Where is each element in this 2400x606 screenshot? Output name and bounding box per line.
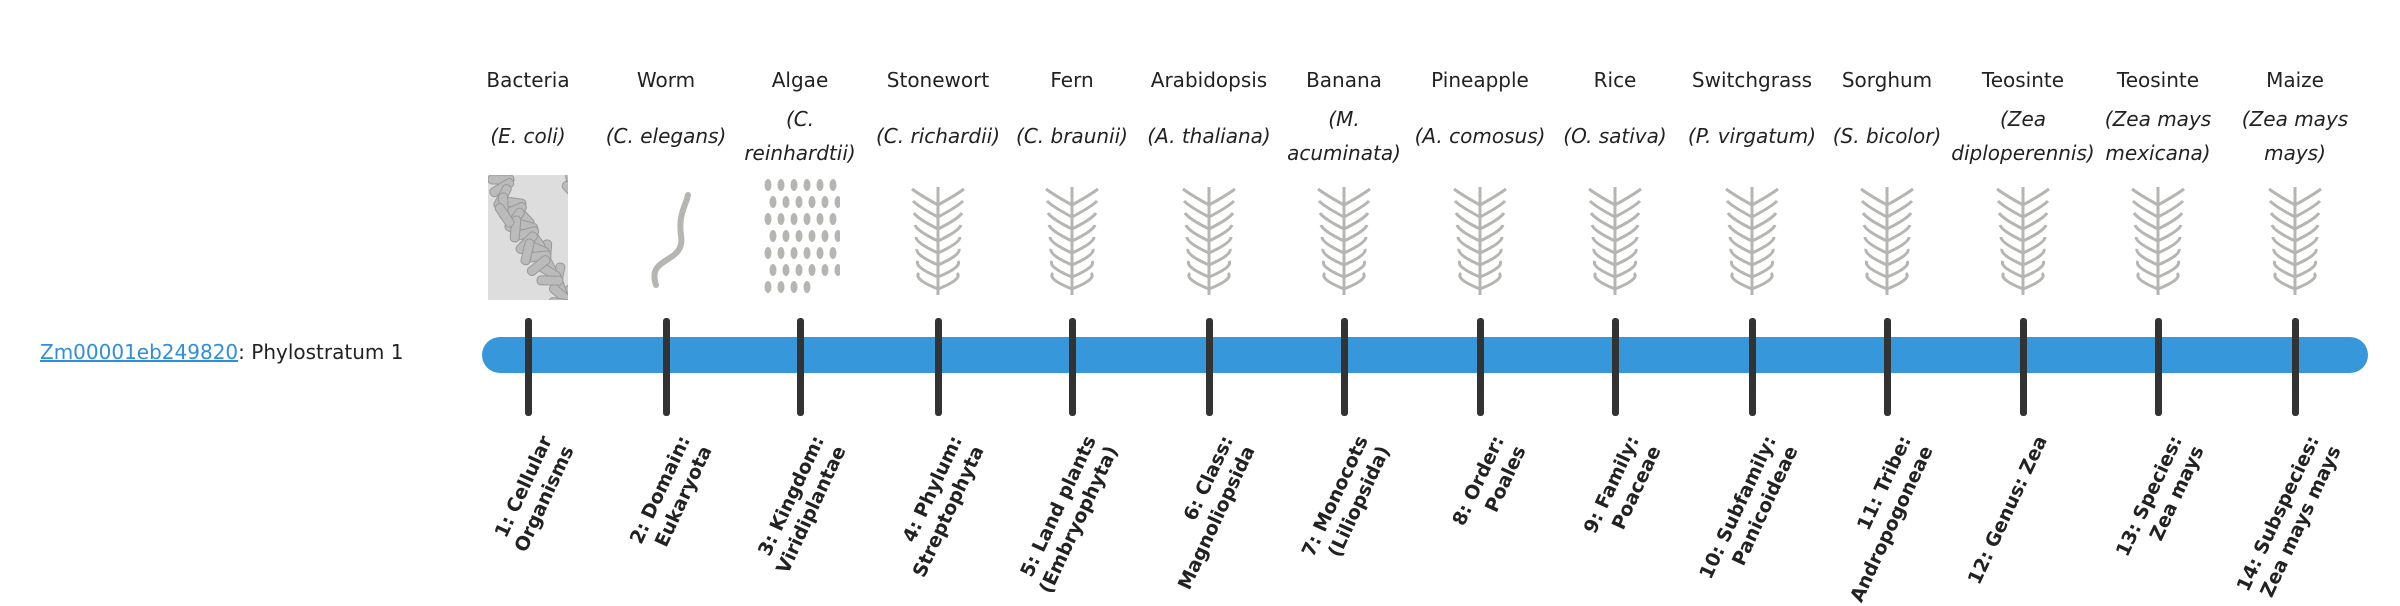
scientific-name-text: (C. braunii) (1016, 124, 1128, 148)
gene-label: Zm00001eb249820: Phylostratum 1 (40, 340, 403, 364)
timeline-tick (1341, 318, 1348, 416)
scientific-name-text: (C. reinhardtii) (744, 107, 856, 165)
organism-common-name: Sorghum (1841, 68, 1933, 92)
organism-common-name: Stonewort (886, 68, 990, 92)
fern-icon (1045, 187, 1099, 295)
organism-common-name: Rice (1593, 68, 1637, 92)
arabidopsis-icon (1182, 187, 1236, 295)
timeline-tick (797, 318, 804, 416)
pineapple-icon (1453, 187, 1507, 295)
timeline-tick (935, 318, 942, 416)
algae-icon (764, 179, 840, 293)
scientific-name-text: (A. comosus) (1414, 124, 1546, 148)
timeline-tick (2155, 318, 2162, 416)
organism-common-name: Bacteria (486, 68, 570, 92)
rice-icon (1588, 187, 1642, 295)
scientific-name-text: (C. elegans) (605, 124, 727, 148)
organism-scientific-name: (C. richardii) (866, 102, 1010, 170)
scientific-name-text: (Zea mays mexicana) (2104, 107, 2212, 165)
organism-common-name: Teosinte (1981, 68, 2065, 92)
organism-scientific-name: (C. reinhardtii) (728, 102, 872, 170)
sorghum-icon (1860, 187, 1914, 295)
timeline-tick (1884, 318, 1891, 416)
timeline-tick (1612, 318, 1619, 416)
bacteria-icon (488, 175, 568, 300)
scientific-name-text: (P. virgatum) (1687, 124, 1817, 148)
timeline-tick (663, 318, 670, 416)
teosinte-icon (1996, 187, 2050, 295)
teosinte-icon (2131, 187, 2185, 295)
organism-common-name: Switchgrass (1691, 68, 1813, 92)
switchgrass-icon (1725, 187, 1779, 295)
organism-common-name: Arabidopsis (1150, 68, 1268, 92)
organism-scientific-name: (O. sativa) (1543, 102, 1687, 170)
banana-icon (1317, 187, 1371, 295)
worm-icon (651, 192, 691, 288)
scientific-name-text: (O. sativa) (1563, 124, 1667, 148)
scientific-name-text: (M. acuminata) (1287, 107, 1401, 165)
scientific-name-text: (A. thaliana) (1147, 124, 1271, 148)
scientific-name-text: (E. coli) (490, 124, 566, 148)
organism-scientific-name: (Zea mays mexicana) (2086, 102, 2230, 170)
organism-common-name: Algae (771, 68, 829, 92)
organism-common-name: Worm (636, 68, 696, 92)
organism-scientific-name: (C. elegans) (594, 102, 738, 170)
organism-common-name: Fern (1050, 68, 1094, 92)
organism-scientific-name: (S. bicolor) (1815, 102, 1959, 170)
phylostratum-timeline-bar (482, 337, 2368, 373)
timeline-tick (1749, 318, 1756, 416)
organism-scientific-name: (A. thaliana) (1137, 102, 1281, 170)
organism-common-name: Teosinte (2116, 68, 2200, 92)
scientific-name-text: (Zea diploperennis) (1951, 107, 2095, 165)
timeline-tick (1206, 318, 1213, 416)
timeline-tick (1477, 318, 1484, 416)
timeline-tick (2020, 318, 2027, 416)
organism-scientific-name: (C. braunii) (1000, 102, 1144, 170)
organism-common-name: Banana (1306, 68, 1382, 92)
organism-scientific-name: (Zea mays mays) (2223, 102, 2367, 170)
maize-icon (2268, 187, 2322, 295)
organism-scientific-name: (A. comosus) (1408, 102, 1552, 170)
organism-scientific-name: (Zea diploperennis) (1951, 102, 2095, 170)
organism-scientific-name: (E. coli) (456, 102, 600, 170)
timeline-tick (525, 318, 532, 416)
phylostratum-text: : Phylostratum 1 (238, 340, 404, 364)
scientific-name-text: (S. bicolor) (1832, 124, 1942, 148)
organism-scientific-name: (M. acuminata) (1272, 102, 1416, 170)
phylostratum-level-label: 12: Genus: Zea (1963, 432, 2052, 588)
timeline-tick (2292, 318, 2299, 416)
timeline-tick (1069, 318, 1076, 416)
organism-scientific-name: (P. virgatum) (1680, 102, 1824, 170)
scientific-name-text: (Zea mays mays) (2241, 107, 2349, 165)
organism-common-name: Maize (2266, 68, 2324, 92)
gene-id-link[interactable]: Zm00001eb249820 (40, 340, 239, 364)
organism-common-name: Pineapple (1431, 68, 1529, 92)
stonewort-icon (911, 187, 965, 295)
scientific-name-text: (C. richardii) (875, 124, 1001, 148)
